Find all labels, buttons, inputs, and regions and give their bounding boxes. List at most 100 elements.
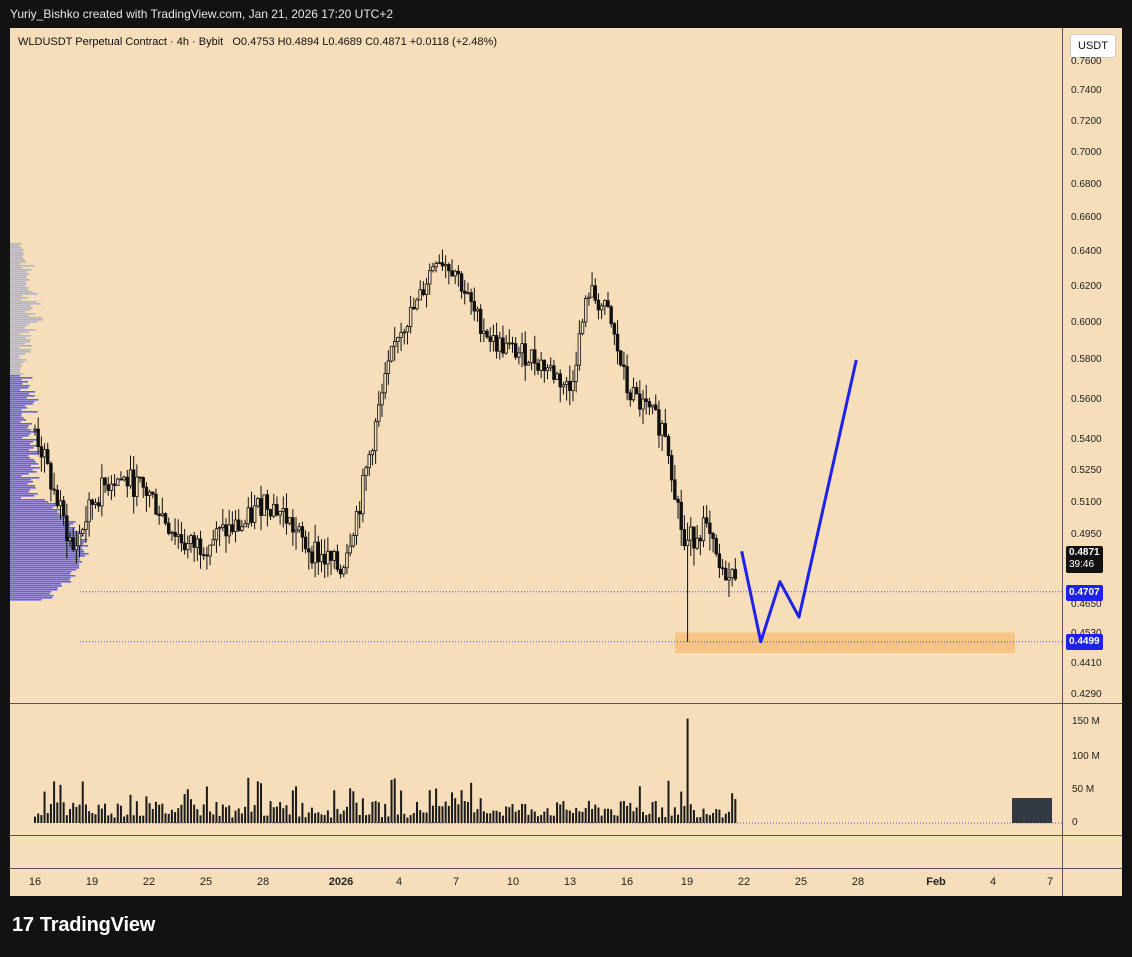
candle-body — [154, 493, 158, 515]
time-tick-label: 4 — [395, 876, 403, 888]
time-tick-label: 13 — [563, 876, 577, 888]
candle — [338, 564, 343, 579]
candle — [574, 351, 578, 393]
price-tick-label: 0.4950 — [1071, 529, 1102, 540]
volume-bar — [607, 808, 609, 823]
candle-body — [310, 551, 314, 564]
candle-body — [650, 404, 655, 408]
time-tick-label: 16 — [28, 876, 42, 888]
candle — [666, 433, 671, 464]
volume-bar — [116, 803, 119, 823]
candle-body — [351, 534, 356, 547]
volume-bar — [104, 803, 107, 823]
candle-body — [58, 500, 63, 507]
candle-body — [322, 553, 327, 565]
candle — [510, 336, 515, 353]
candle — [224, 518, 228, 553]
candle-body — [587, 296, 591, 299]
candle — [173, 518, 177, 545]
volume-bar — [702, 808, 705, 823]
candle-body — [361, 474, 365, 515]
candle — [303, 530, 308, 554]
volume-profile-bar — [10, 401, 35, 403]
volume-bar — [648, 813, 651, 823]
candle — [147, 489, 152, 508]
chart-frame[interactable]: WLDUSDT Perpetual Contract · 4h · Bybit … — [10, 28, 1122, 896]
candle-body — [431, 266, 435, 272]
volume-profile-bar — [10, 365, 23, 367]
volume-bar — [234, 810, 237, 823]
time-tick-label: 28 — [256, 876, 270, 888]
volume-bar — [355, 802, 358, 823]
candle — [68, 531, 72, 547]
volume-bar — [530, 809, 533, 823]
volume-bar — [428, 790, 431, 823]
volume-profile-bar — [10, 503, 57, 505]
volume-profile-bar — [10, 287, 28, 289]
candle — [669, 449, 674, 492]
volume-bar — [495, 810, 498, 823]
volume-bar — [715, 809, 718, 823]
volume-bar — [699, 817, 702, 823]
volume-profile-bar — [10, 263, 21, 265]
pane-separator[interactable] — [10, 703, 1122, 704]
tradingview-brand[interactable]: 17 TradingView — [12, 914, 155, 937]
volume-bar — [683, 805, 686, 823]
time-tick-label: 10 — [506, 876, 520, 888]
volume-profile-bar — [10, 451, 40, 453]
candle-body — [103, 477, 107, 486]
price-chart[interactable] — [10, 28, 1062, 703]
currency-button[interactable]: USDT — [1070, 34, 1116, 58]
volume-profile-bar — [10, 379, 22, 381]
volume-chart[interactable] — [10, 704, 1062, 836]
candle — [679, 489, 683, 546]
candle-body — [256, 498, 260, 507]
candle — [701, 505, 706, 548]
candle-body — [418, 289, 422, 301]
volume-bar — [603, 808, 606, 823]
volume-profile-bar — [10, 485, 36, 487]
volume-profile-bar — [10, 377, 33, 379]
candle-body — [517, 352, 521, 358]
time-tick-label: 25 — [794, 876, 808, 888]
candle-body — [370, 450, 375, 456]
candle-body — [345, 552, 349, 569]
price-pane[interactable] — [10, 28, 1062, 703]
candle — [326, 537, 330, 577]
volume-bar — [368, 814, 371, 823]
volume-bar — [664, 817, 667, 823]
candle — [730, 568, 734, 587]
candle-body — [549, 365, 553, 369]
volume-profile-bar — [10, 479, 32, 481]
price-tick-label: 0.6000 — [1071, 317, 1102, 328]
price-tick-label: 0.5100 — [1071, 497, 1102, 508]
candle-body — [176, 534, 180, 537]
candle-body — [434, 263, 438, 268]
volume-profile-bar — [10, 507, 53, 509]
candle — [488, 327, 492, 352]
price-tick-label: 0.4290 — [1071, 689, 1102, 700]
candle — [300, 521, 305, 553]
volume-bar — [75, 807, 78, 823]
candle-body — [692, 526, 696, 549]
candle-body — [408, 306, 413, 327]
candle-body — [307, 548, 311, 553]
candle — [504, 335, 508, 355]
candle — [189, 533, 193, 553]
volume-profile-bar — [10, 541, 85, 543]
volume-bar — [123, 816, 126, 823]
pane-separator[interactable] — [10, 835, 1122, 836]
time-tick-label: 2026 — [328, 876, 354, 888]
volume-bar — [352, 791, 355, 823]
volume-profile-bar — [10, 431, 39, 433]
candle — [415, 297, 419, 311]
volume-bar — [511, 804, 514, 823]
volume-bar — [616, 815, 619, 823]
candle — [615, 320, 620, 365]
volume-profile-bar — [10, 435, 29, 437]
current-price-label: 0.4871 39:46 — [1066, 546, 1103, 573]
volume-profile-bar — [10, 371, 20, 373]
candle-body — [701, 517, 706, 542]
candle-body — [612, 323, 617, 335]
candle — [523, 331, 527, 381]
